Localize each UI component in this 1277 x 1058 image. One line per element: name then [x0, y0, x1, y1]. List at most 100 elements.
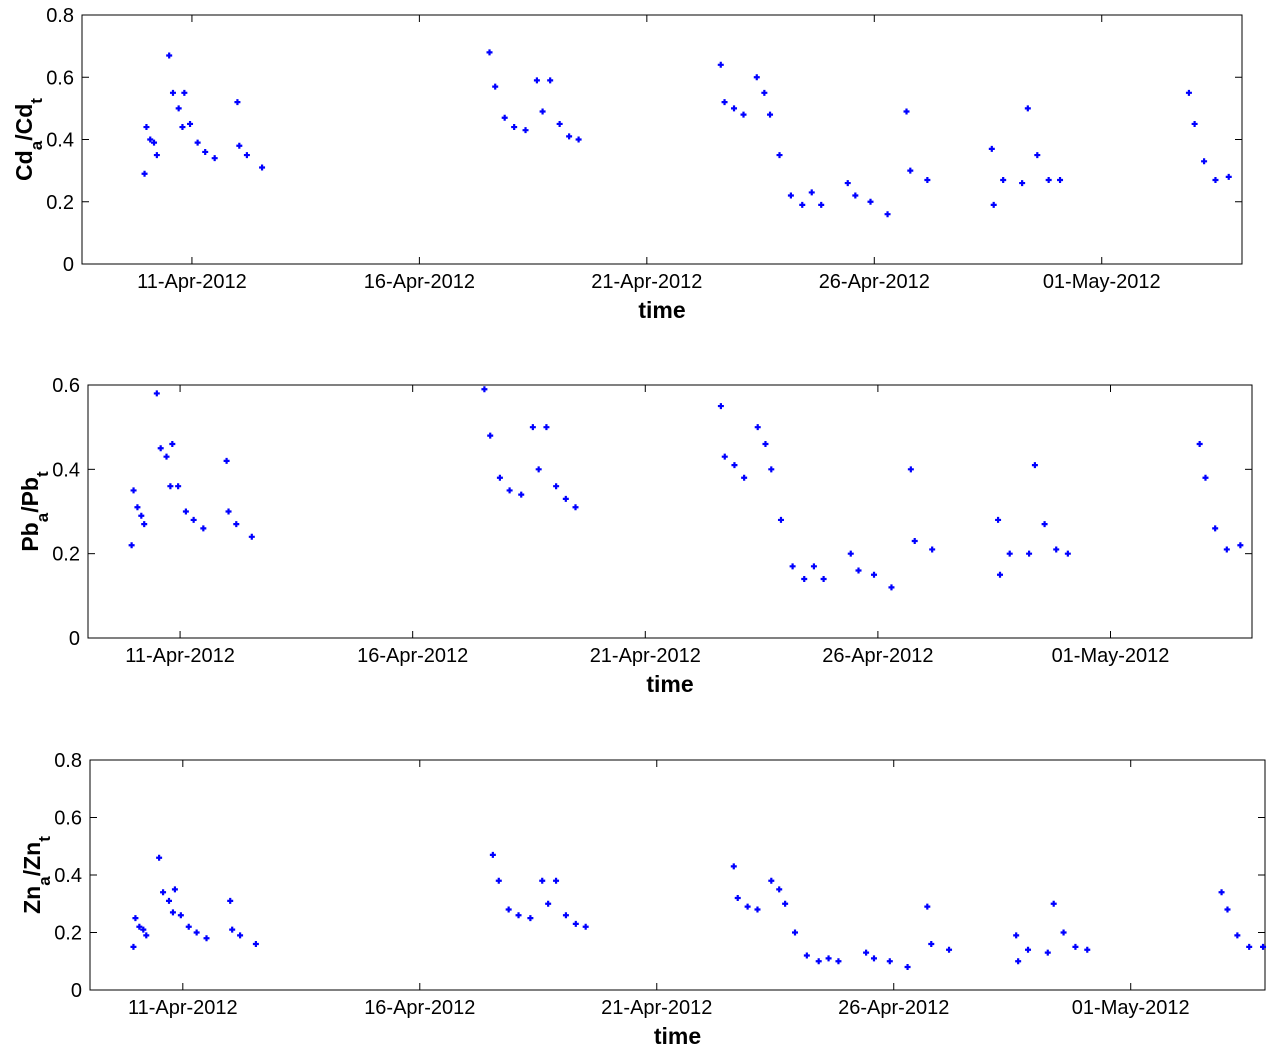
x-tick-label: 26-Apr-2012: [838, 997, 949, 1019]
y-tick-label: 0.8: [46, 5, 74, 27]
marker: [190, 516, 197, 523]
marker: [1000, 176, 1007, 183]
marker: [211, 155, 218, 162]
marker: [582, 923, 589, 930]
marker: [200, 525, 207, 532]
marker: [721, 453, 728, 460]
marker: [138, 512, 145, 519]
marker: [515, 912, 522, 919]
x-tick-label: 16-Apr-2012: [364, 997, 475, 1019]
marker: [518, 491, 525, 498]
marker: [924, 903, 931, 910]
marker: [855, 567, 862, 574]
x-tick-label: 11-Apr-2012: [137, 271, 247, 293]
marker: [988, 145, 995, 152]
marker: [1006, 550, 1013, 557]
marker: [1050, 900, 1057, 907]
marker: [888, 584, 895, 591]
marker: [169, 441, 176, 448]
y-axis-label-part: /Cd: [11, 104, 37, 141]
marker: [731, 462, 738, 469]
marker: [1025, 946, 1032, 953]
x-tick-label: 21-Apr-2012: [601, 997, 712, 1019]
y-tick-label: 0: [71, 980, 82, 1002]
marker: [236, 142, 243, 149]
marker: [1212, 525, 1219, 532]
marker: [768, 877, 775, 884]
marker: [572, 920, 579, 927]
marker: [1024, 105, 1031, 112]
marker: [140, 926, 147, 933]
y-axis-label: Pba/Pbt: [17, 471, 52, 552]
marker: [884, 211, 891, 218]
marker: [134, 504, 141, 511]
marker: [141, 170, 148, 177]
marker: [1072, 943, 1079, 950]
marker: [886, 958, 893, 965]
y-axis-label-part: Zn: [19, 886, 45, 914]
marker: [556, 120, 563, 127]
subplot: 0 0.2 0.4 0.6 0.8 11-Apr-2012 16-Apr-2012 21-Ap…: [19, 750, 1267, 1049]
marker: [511, 124, 518, 131]
marker: [761, 89, 768, 96]
marker: [801, 575, 808, 582]
marker: [167, 483, 174, 490]
marker: [1084, 946, 1091, 953]
marker: [863, 949, 870, 956]
marker: [187, 120, 194, 127]
marker: [753, 74, 760, 81]
marker: [1045, 176, 1052, 183]
marker: [767, 111, 774, 118]
marker: [572, 504, 579, 511]
y-tick-label: 0.4: [52, 459, 80, 481]
marker: [193, 929, 200, 936]
marker: [165, 897, 172, 904]
marker: [141, 521, 148, 528]
marker: [501, 114, 508, 121]
marker: [543, 424, 550, 431]
marker: [1026, 550, 1033, 557]
marker: [175, 105, 182, 112]
marker: [929, 546, 936, 553]
marker: [157, 445, 164, 452]
marker: [1237, 542, 1244, 549]
x-tick-label: 11-Apr-2012: [125, 645, 235, 667]
marker: [871, 571, 878, 578]
subplot: 0 0.2 0.4 0.6 11-Apr-2012 16-Apr-2012 21-Apr-2…: [17, 375, 1253, 697]
marker: [130, 487, 137, 494]
marker: [1013, 932, 1020, 939]
subplot: 0 0.2 0.4 0.6 0.8 11-Apr-2012 16-Apr-2012 21-Ap…: [11, 5, 1243, 323]
y-axis-label-part: /Pb: [17, 477, 43, 513]
marker: [928, 941, 935, 947]
marker: [808, 189, 815, 196]
y-tick-label: 0: [69, 628, 80, 650]
marker: [252, 941, 259, 947]
marker: [132, 915, 139, 922]
marker: [169, 909, 176, 916]
marker: [505, 906, 512, 913]
marker: [1218, 889, 1225, 896]
marker: [907, 466, 914, 473]
marker: [136, 923, 143, 930]
marker: [852, 192, 859, 199]
marker: [911, 538, 918, 545]
y-axis-label-part: Cd: [11, 150, 37, 181]
marker: [904, 964, 911, 970]
marker: [533, 77, 540, 84]
y-tick-label: 0.4: [46, 130, 74, 152]
marker: [147, 136, 154, 143]
x-axis-label: time: [654, 1023, 701, 1049]
marker: [1201, 158, 1208, 165]
marker: [153, 152, 160, 159]
marker: [539, 108, 546, 115]
marker: [754, 424, 761, 431]
marker: [867, 198, 874, 205]
marker: [870, 955, 877, 962]
marker: [128, 542, 135, 549]
y-tick-label: 0.6: [46, 67, 74, 89]
marker: [1223, 546, 1230, 553]
marker: [740, 111, 747, 118]
marker: [844, 180, 851, 187]
marker: [547, 77, 554, 84]
axes-box: [87, 384, 1253, 639]
